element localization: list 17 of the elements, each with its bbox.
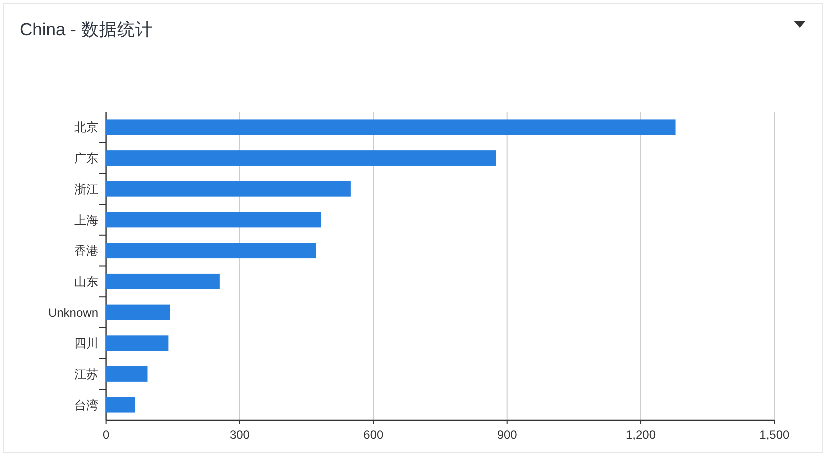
y-tick-label: 北京 (74, 120, 98, 135)
y-tick-label: 广东 (74, 152, 98, 166)
y-tick-label: 香港 (74, 244, 98, 258)
y-tick-label: Unknown (48, 306, 98, 320)
x-tick-label: 1,200 (626, 428, 656, 442)
x-tick-label: 300 (230, 428, 250, 442)
y-tick-label: 台湾 (74, 398, 98, 412)
x-tick-label: 0 (102, 428, 110, 442)
y-tick-label: 浙江 (74, 182, 98, 196)
x-tick-label: 1,500 (760, 428, 790, 442)
x-tick-label: 900 (497, 428, 518, 442)
y-tick-label: 四川 (74, 336, 98, 351)
x-tick-label: 600 (364, 428, 384, 442)
y-tick-label: 江苏 (74, 368, 98, 382)
y-tick-label: 上海 (74, 213, 98, 228)
title: China - 数据统计 (20, 20, 154, 40)
y-tick-label: 山东 (74, 274, 98, 289)
